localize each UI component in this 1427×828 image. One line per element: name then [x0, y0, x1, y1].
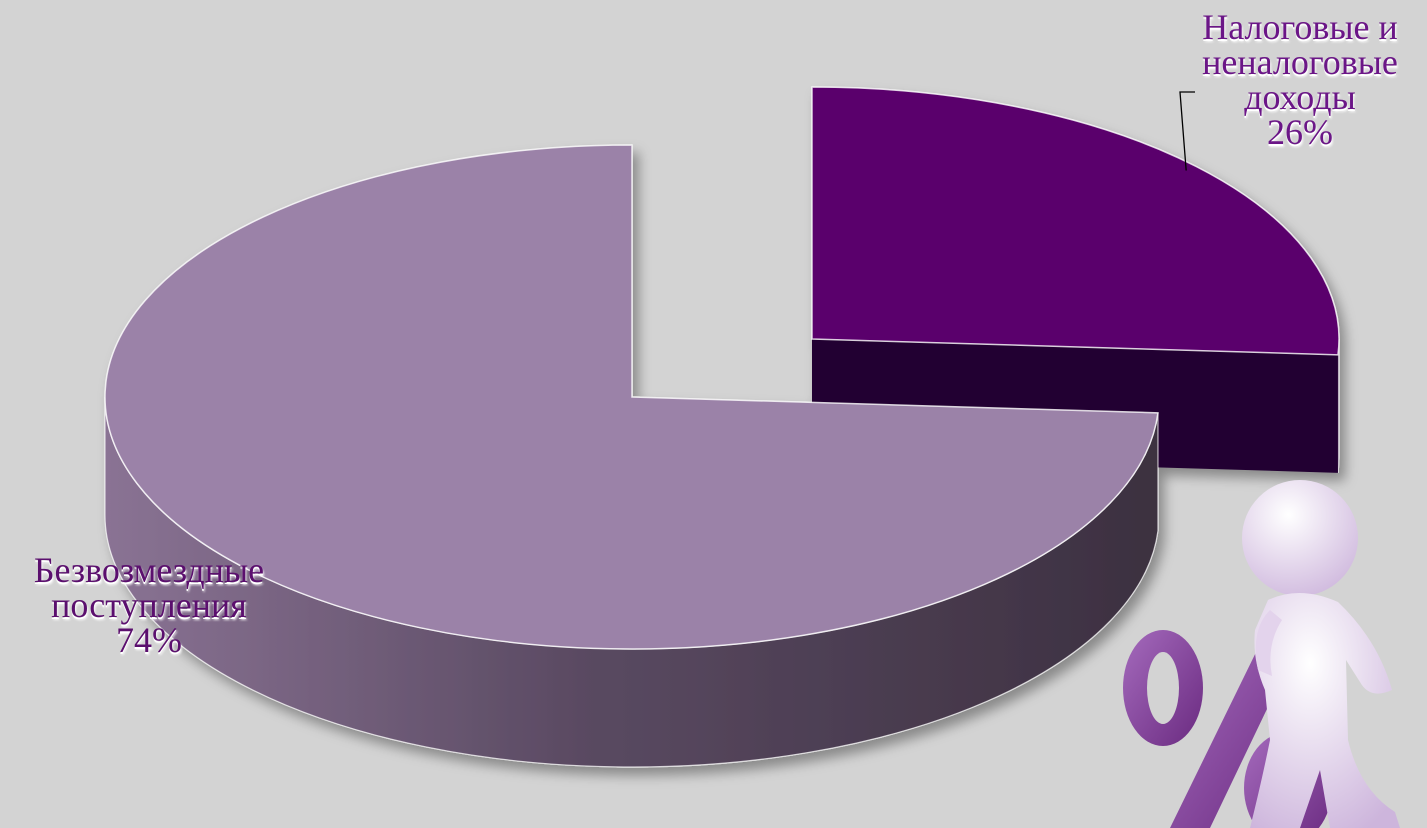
slice-label-grants-line-2: поступления: [51, 585, 247, 625]
slice-label-tax-line-3: доходы: [1244, 77, 1356, 117]
pie-slice-tax-top: [811, 86, 1340, 356]
slice-label-tax-line-1: Налоговые и: [1202, 7, 1398, 47]
slice-label-tax-line-2: неналоговые: [1202, 42, 1398, 82]
person-figure-icon: [1242, 480, 1400, 828]
pie-slice-tax-side: [1337, 338, 1340, 473]
pie-slices: [104, 86, 1340, 768]
slice-value-tax: 26%: [1267, 112, 1333, 152]
leader-line-tax: [1179, 91, 1195, 171]
slice-label-grants: Безвозмездные поступления 74%: [4, 550, 294, 660]
pie-slice-grants: [104, 144, 1159, 768]
pie-slice-grants-top: [104, 144, 1159, 650]
slice-label-tax-revenue: Налоговые и неналоговые доходы 26%: [1175, 7, 1425, 152]
slice-label-grants-line-1: Безвозмездные: [33, 550, 265, 590]
percent-figure-decoration: [1123, 480, 1400, 828]
slice-value-grants: 74%: [116, 620, 182, 660]
